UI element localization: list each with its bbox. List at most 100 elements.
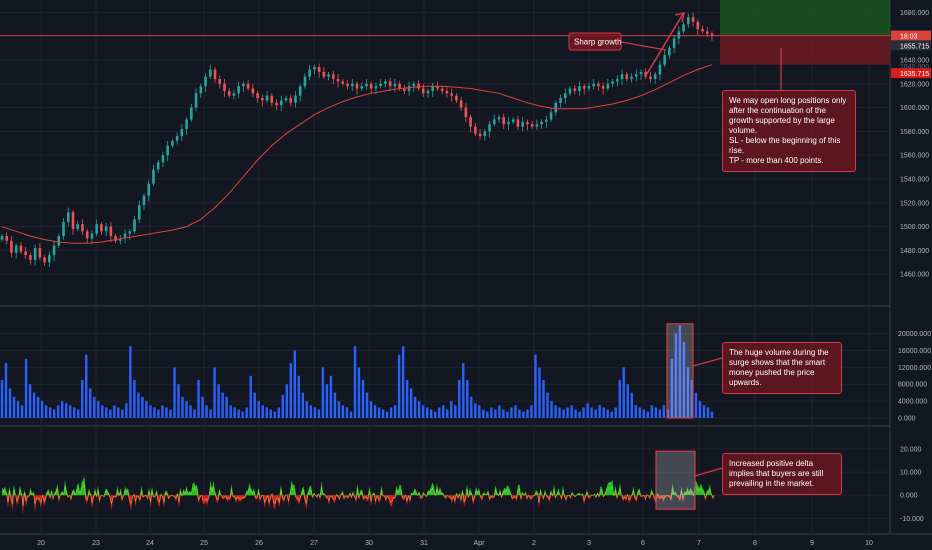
volume-bar[interactable] xyxy=(293,350,297,418)
volume-bar[interactable] xyxy=(381,409,385,418)
candle[interactable] xyxy=(672,38,676,49)
candle[interactable] xyxy=(407,86,411,91)
candle[interactable] xyxy=(620,74,624,80)
candle[interactable] xyxy=(516,119,520,127)
candle[interactable] xyxy=(261,98,264,101)
volume-bar[interactable] xyxy=(598,405,601,418)
candle[interactable] xyxy=(194,93,198,108)
candle[interactable] xyxy=(393,83,397,87)
volume-bar[interactable] xyxy=(32,392,36,418)
volume-bar[interactable] xyxy=(353,346,357,418)
volume-bar[interactable] xyxy=(430,409,433,418)
candle[interactable] xyxy=(478,133,482,137)
volume-bar[interactable] xyxy=(389,407,393,418)
volume-bar[interactable] xyxy=(397,354,401,418)
volume-bar[interactable] xyxy=(606,409,609,418)
volume-bar[interactable] xyxy=(369,401,373,418)
candle[interactable] xyxy=(156,162,160,170)
candle[interactable] xyxy=(218,79,222,84)
candle[interactable] xyxy=(100,224,103,232)
volume-bar[interactable] xyxy=(550,401,553,418)
volume-bar[interactable] xyxy=(125,403,128,418)
delta-panel[interactable] xyxy=(1,450,715,515)
volume-bar[interactable] xyxy=(638,407,641,418)
volume-bar[interactable] xyxy=(101,405,104,418)
volume-bar[interactable] xyxy=(56,405,60,418)
candle[interactable] xyxy=(526,121,529,125)
candle[interactable] xyxy=(81,224,84,232)
candle[interactable] xyxy=(204,76,207,87)
candle[interactable] xyxy=(10,240,13,253)
candle[interactable] xyxy=(497,117,501,120)
candle[interactable] xyxy=(43,257,46,263)
volume-bar[interactable] xyxy=(28,384,32,418)
candle[interactable] xyxy=(573,88,577,91)
volume-bar[interactable] xyxy=(245,407,248,418)
volume-bar[interactable] xyxy=(273,411,276,418)
candle[interactable] xyxy=(52,245,56,256)
take-profit-zone[interactable] xyxy=(720,0,890,35)
volume-bar[interactable] xyxy=(133,380,136,418)
candle[interactable] xyxy=(14,245,18,253)
candle[interactable] xyxy=(464,107,468,118)
volume-bar[interactable] xyxy=(109,409,112,418)
candle[interactable] xyxy=(597,83,600,87)
candle[interactable] xyxy=(360,86,364,89)
candle[interactable] xyxy=(223,83,226,91)
candle[interactable] xyxy=(658,64,662,75)
volume-bar[interactable] xyxy=(393,405,397,418)
volume-bar[interactable] xyxy=(81,380,84,418)
candle[interactable] xyxy=(663,55,666,65)
candle[interactable] xyxy=(469,117,472,127)
volume-bar[interactable] xyxy=(570,405,573,418)
candle[interactable] xyxy=(440,88,444,91)
volume-bar[interactable] xyxy=(40,401,44,418)
candle[interactable] xyxy=(350,83,354,87)
volume-bar[interactable] xyxy=(269,409,272,418)
volume-bar[interactable] xyxy=(466,380,469,418)
volume-bar[interactable] xyxy=(48,407,52,418)
candle[interactable] xyxy=(76,224,80,229)
candle[interactable] xyxy=(355,83,359,89)
candle[interactable] xyxy=(38,247,42,258)
note-delta[interactable]: Increased positive delta implies that bu… xyxy=(722,453,842,495)
candle[interactable] xyxy=(256,93,259,99)
volume-bar[interactable] xyxy=(253,392,256,418)
candle[interactable] xyxy=(369,83,373,89)
volume-bar[interactable] xyxy=(169,409,172,418)
volume-bar[interactable] xyxy=(205,405,208,418)
volume-bar[interactable] xyxy=(225,396,228,418)
volume-bar[interactable] xyxy=(12,396,16,418)
candle[interactable] xyxy=(171,140,174,146)
candle[interactable] xyxy=(71,212,75,229)
candle[interactable] xyxy=(540,121,543,125)
volume-bar[interactable] xyxy=(121,409,124,418)
candle[interactable] xyxy=(265,95,269,101)
candle[interactable] xyxy=(128,231,132,234)
candle[interactable] xyxy=(507,121,510,125)
volume-bar[interactable] xyxy=(694,392,698,418)
candle[interactable] xyxy=(701,29,704,32)
volume-bar[interactable] xyxy=(610,411,613,418)
volume-bar[interactable] xyxy=(522,411,525,418)
candle[interactable] xyxy=(616,79,619,82)
volume-bar[interactable] xyxy=(349,411,353,418)
volume-bar[interactable] xyxy=(470,396,473,418)
volume-bar[interactable] xyxy=(594,409,597,418)
candle[interactable] xyxy=(123,233,127,239)
volume-bar[interactable] xyxy=(257,401,260,418)
volume-bar[interactable] xyxy=(337,401,341,418)
candle[interactable] xyxy=(668,48,671,56)
volume-bar[interactable] xyxy=(686,367,690,418)
candle[interactable] xyxy=(459,100,463,108)
volume-bar[interactable] xyxy=(674,333,678,418)
candle[interactable] xyxy=(298,86,302,96)
candle[interactable] xyxy=(502,117,506,125)
volume-bar[interactable] xyxy=(8,388,12,418)
volume-bar[interactable] xyxy=(646,411,650,418)
volume-bar[interactable] xyxy=(510,407,513,418)
candle[interactable] xyxy=(57,236,61,246)
volume-bar[interactable] xyxy=(229,405,232,418)
volume-bar[interactable] xyxy=(506,411,509,418)
volume-bar[interactable] xyxy=(365,392,369,418)
